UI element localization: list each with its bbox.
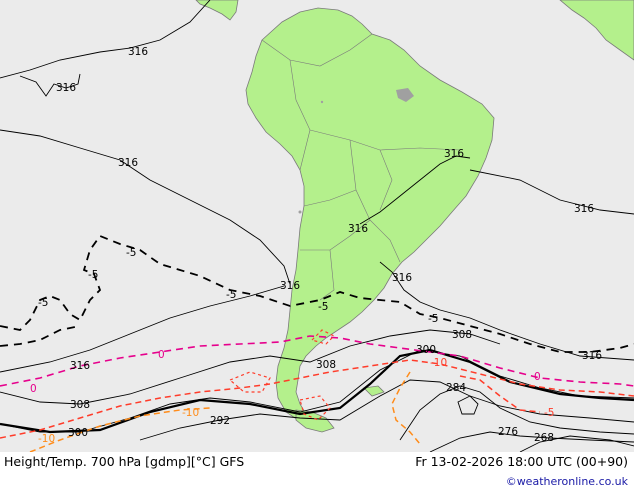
height-label: 316 bbox=[56, 82, 76, 94]
temp-labels: -5 -5 -5 -5 -5 -5 0 0 0 -10 -10 -10 -5 bbox=[30, 247, 554, 445]
height-label: 316 bbox=[128, 46, 148, 58]
contour-316-western bbox=[0, 129, 291, 285]
contour-316-southern bbox=[0, 285, 285, 373]
temp-label: -5 bbox=[88, 269, 98, 281]
height-label: 300 bbox=[416, 344, 436, 356]
height-label: 316 bbox=[118, 157, 138, 169]
credit-link[interactable]: ©weatheronline.co.uk bbox=[505, 475, 628, 488]
contour-284 bbox=[399, 385, 634, 441]
contour-308 bbox=[0, 329, 501, 405]
temp-label: -5 bbox=[544, 407, 554, 419]
central-america-land bbox=[195, 0, 239, 21]
height-label: 300 bbox=[68, 427, 88, 439]
temp-speckles bbox=[228, 329, 336, 421]
temp-label: -10 bbox=[430, 357, 447, 369]
contour-316-lp bbox=[379, 261, 634, 361]
temp-label: -5 bbox=[38, 297, 48, 309]
contour-300-thick bbox=[0, 348, 634, 434]
height-label: 268 bbox=[534, 432, 554, 444]
height-label: 308 bbox=[452, 329, 472, 341]
africa-land bbox=[559, 0, 634, 61]
height-label: 308 bbox=[70, 399, 90, 411]
height-label: 316 bbox=[280, 280, 300, 292]
height-label: 316 bbox=[70, 360, 90, 372]
height-label: 316 bbox=[582, 350, 602, 362]
height-label: 308 bbox=[316, 359, 336, 371]
temp-label: -10 bbox=[38, 433, 55, 445]
height-label: 316 bbox=[348, 223, 368, 235]
contour-300 bbox=[0, 349, 634, 433]
height-labels: 316 316 316 316 316 316 316 316 316 316 … bbox=[56, 46, 602, 444]
contour-316-north bbox=[0, 0, 211, 79]
contour-284-small bbox=[457, 395, 479, 415]
height-label: 284 bbox=[446, 382, 466, 394]
temp-label: -5 bbox=[318, 301, 328, 313]
temp-label: 0 bbox=[30, 383, 37, 395]
height-label: 276 bbox=[498, 426, 518, 438]
height-label: 316 bbox=[392, 272, 412, 284]
valid-time: Fr 13-02-2026 18:00 UTC (00+90) bbox=[415, 454, 628, 469]
temp-contours-neg10 bbox=[0, 359, 634, 452]
height-label: 316 bbox=[444, 148, 464, 160]
temp-label: 0 bbox=[534, 371, 541, 383]
tierra-del-fuego-land bbox=[295, 409, 335, 433]
temp-contours-neg5 bbox=[0, 234, 634, 353]
height-label: 316 bbox=[574, 203, 594, 215]
contour-276 bbox=[429, 431, 634, 452]
map-footer: Height/Temp. 700 hPa [gdmp][°C] GFS Fr 1… bbox=[0, 452, 634, 490]
contour-316-brazil bbox=[359, 155, 471, 225]
contour-316-nw-squiggle bbox=[19, 73, 81, 97]
country-borders bbox=[261, 33, 461, 301]
temp-label: 0 bbox=[158, 349, 165, 361]
map-title: Height/Temp. 700 hPa [gdmp][°C] GFS bbox=[4, 454, 245, 469]
temp-label: -10 bbox=[182, 407, 199, 419]
temp-label: -5 bbox=[126, 247, 136, 259]
map-canvas: 316 316 316 316 316 316 316 316 316 316 … bbox=[0, 0, 634, 452]
contour-292 bbox=[139, 379, 634, 441]
contour-316-east bbox=[469, 169, 634, 215]
height-label: 292 bbox=[210, 415, 230, 427]
falklands-land bbox=[363, 385, 385, 397]
lakes bbox=[298, 88, 414, 214]
temp-label: -5 bbox=[428, 313, 438, 325]
height-contours bbox=[0, 0, 634, 452]
temp-label: -5 bbox=[226, 289, 236, 301]
temp-contour-0 bbox=[0, 335, 634, 387]
contour-268 bbox=[519, 435, 634, 452]
south-america-land bbox=[245, 7, 495, 423]
